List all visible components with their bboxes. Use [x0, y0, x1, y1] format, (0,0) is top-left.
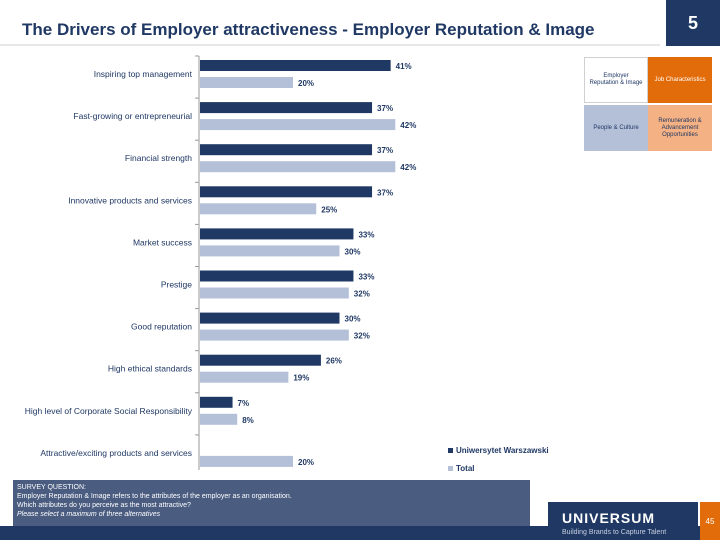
bar-total	[200, 413, 238, 425]
bar-uniwersytet	[200, 270, 354, 282]
data-label: 33%	[358, 230, 374, 239]
section-number: 5	[666, 0, 720, 46]
bar-total	[200, 329, 349, 341]
bar-uniwersytet	[200, 396, 233, 408]
data-label: 7%	[238, 399, 250, 408]
category-label: Market success	[133, 237, 192, 247]
brand-name: UNIVERSUM	[562, 510, 656, 526]
data-label: 32%	[354, 332, 370, 341]
bar-uniwersytet	[200, 144, 373, 156]
legend-swatch-total	[448, 465, 453, 471]
data-label: 20%	[298, 79, 314, 88]
data-label: 33%	[358, 273, 374, 282]
category-label: Financial strength	[125, 153, 192, 163]
category-label: High ethical standards	[108, 364, 192, 374]
data-label: 42%	[400, 163, 416, 172]
data-label: 37%	[377, 146, 393, 155]
bar-total	[200, 161, 396, 173]
survey-heading: SURVEY QUESTION:	[17, 484, 86, 491]
quadrant-remuneration: Remuneration & Advancement Opportunities	[648, 105, 712, 151]
legend-label-total: Total	[456, 463, 475, 473]
legend-label-uw: Uniwersytet Warszawski	[456, 445, 549, 455]
brand-tagline: Building Brands to Capture Talent	[562, 529, 667, 536]
page-number: 45	[700, 502, 720, 540]
data-label: 8%	[242, 416, 254, 425]
data-label: 32%	[354, 290, 370, 299]
data-label: 30%	[345, 315, 361, 324]
title-divider	[0, 44, 660, 46]
bar-uniwersytet	[200, 60, 391, 71]
data-label: 37%	[377, 188, 393, 197]
quadrant-people-culture: People & Culture	[584, 105, 648, 151]
bar-chart: Inspiring top management 41% 20% Fast-growi…	[25, 55, 416, 470]
data-label: 26%	[326, 357, 342, 366]
chart-legend: Uniwersytet Warszawski Total	[448, 444, 549, 480]
category-label: Fast-growing or entrepreneurial	[73, 111, 192, 121]
bar-total	[200, 203, 317, 215]
survey-question-box: SURVEY QUESTION: Employer Reputation & I…	[13, 480, 530, 526]
brand-logo: UNIVERSUM Building Brands to Capture Tal…	[548, 502, 698, 540]
legend-swatch-uw	[448, 447, 453, 453]
data-label: 41%	[396, 62, 412, 71]
category-label: Prestige	[161, 280, 192, 290]
bar-total	[200, 245, 340, 257]
category-label: Good reputation	[131, 322, 192, 332]
legend-item-uw: Uniwersytet Warszawski	[448, 444, 549, 456]
data-label: 20%	[298, 458, 314, 467]
bar-total	[200, 371, 289, 383]
bar-total	[200, 455, 293, 467]
category-label: High level of Corporate Social Responsib…	[25, 406, 193, 416]
data-label: 25%	[321, 205, 337, 214]
bar-uniwersytet	[200, 312, 340, 324]
footer-bar	[0, 526, 720, 540]
bar-total	[200, 77, 293, 88]
bar-total	[200, 119, 396, 131]
data-label: 30%	[345, 247, 361, 256]
quadrant-job-characteristics: Job Characteristics	[648, 57, 712, 103]
bar-total	[200, 287, 349, 299]
bar-uniwersytet	[200, 228, 354, 240]
quadrant-employer-reputation: Employer Reputation & Image	[584, 57, 648, 103]
data-label: 19%	[293, 374, 309, 383]
legend-item-total: Total	[448, 462, 549, 474]
survey-line-1: Employer Reputation & Image refers to th…	[17, 493, 292, 500]
bar-uniwersytet	[200, 102, 373, 114]
bar-uniwersytet	[200, 354, 321, 366]
data-label: 37%	[377, 104, 393, 113]
category-label: Inspiring top management	[94, 69, 193, 79]
survey-line-2: Which attributes do you perceive as the …	[17, 502, 191, 509]
category-label: Innovative products and services	[68, 195, 192, 205]
category-label: Attractive/exciting products and service…	[40, 448, 192, 458]
survey-line-3: Please select a maximum of three alterna…	[17, 511, 161, 518]
data-label: 42%	[400, 121, 416, 130]
bar-uniwersytet	[200, 186, 373, 198]
page-title: The Drivers of Employer attractiveness -…	[22, 20, 595, 39]
